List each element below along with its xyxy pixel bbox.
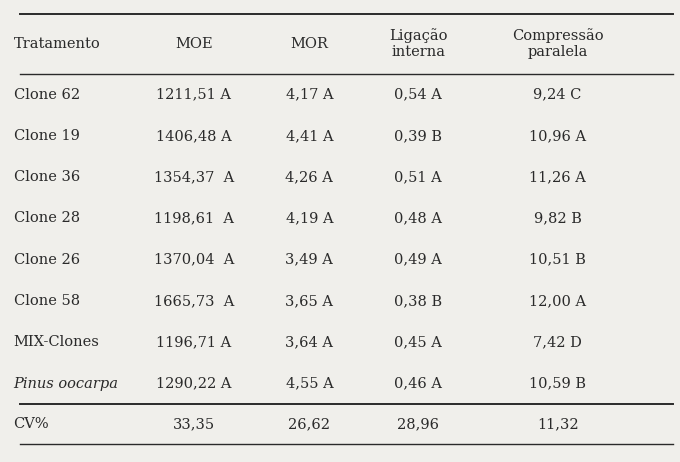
Text: 9,82 B: 9,82 B [534, 212, 581, 225]
Text: Clone 19: Clone 19 [14, 129, 80, 143]
Text: 4,26 A: 4,26 A [286, 170, 333, 184]
Text: 9,24 C: 9,24 C [533, 88, 582, 102]
Text: 4,17 A: 4,17 A [286, 88, 333, 102]
Text: 10,51 B: 10,51 B [529, 253, 586, 267]
Text: 10,96 A: 10,96 A [529, 129, 586, 143]
Text: 26,62: 26,62 [288, 417, 330, 431]
Text: Pinus oocarpa: Pinus oocarpa [14, 377, 118, 390]
Text: 1290,22 A: 1290,22 A [156, 377, 232, 390]
Text: 4,41 A: 4,41 A [286, 129, 333, 143]
Text: 3,65 A: 3,65 A [286, 294, 333, 308]
Text: MIX-Clones: MIX-Clones [14, 335, 99, 349]
Text: 1196,71 A: 1196,71 A [156, 335, 231, 349]
Text: 4,55 A: 4,55 A [286, 377, 333, 390]
Text: 1354,37  A: 1354,37 A [154, 170, 234, 184]
Text: 0,54 A: 0,54 A [394, 88, 442, 102]
Text: 0,46 A: 0,46 A [394, 377, 442, 390]
Text: Clone 26: Clone 26 [14, 253, 80, 267]
Text: 0,51 A: 0,51 A [394, 170, 442, 184]
Text: 1665,73  A: 1665,73 A [154, 294, 234, 308]
Text: Tratamento: Tratamento [14, 37, 101, 51]
Text: 7,42 D: 7,42 D [533, 335, 582, 349]
Text: 0,39 B: 0,39 B [394, 129, 442, 143]
Text: Clone 36: Clone 36 [14, 170, 80, 184]
Text: 0,49 A: 0,49 A [394, 253, 442, 267]
Text: 3,64 A: 3,64 A [286, 335, 333, 349]
Text: 11,26 A: 11,26 A [529, 170, 586, 184]
Text: CV%: CV% [14, 417, 49, 431]
Text: Clone 58: Clone 58 [14, 294, 80, 308]
Text: 33,35: 33,35 [173, 417, 215, 431]
Text: 12,00 A: 12,00 A [529, 294, 586, 308]
Text: 11,32: 11,32 [537, 417, 579, 431]
Text: 4,19 A: 4,19 A [286, 212, 333, 225]
Text: Clone 28: Clone 28 [14, 212, 80, 225]
Text: 1198,61  A: 1198,61 A [154, 212, 234, 225]
Text: 3,49 A: 3,49 A [286, 253, 333, 267]
Text: 28,96: 28,96 [397, 417, 439, 431]
Text: 1406,48 A: 1406,48 A [156, 129, 232, 143]
Text: MOE: MOE [175, 37, 213, 51]
Text: 1370,04  A: 1370,04 A [154, 253, 234, 267]
Text: 1211,51 A: 1211,51 A [156, 88, 231, 102]
Text: 0,38 B: 0,38 B [394, 294, 442, 308]
Text: 0,48 A: 0,48 A [394, 212, 442, 225]
Text: Ligação
interna: Ligação interna [389, 28, 447, 60]
Text: 0,45 A: 0,45 A [394, 335, 442, 349]
Text: Clone 62: Clone 62 [14, 88, 80, 102]
Text: MOR: MOR [290, 37, 328, 51]
Text: 10,59 B: 10,59 B [529, 377, 586, 390]
Text: Compressão
paralela: Compressão paralela [512, 28, 603, 60]
